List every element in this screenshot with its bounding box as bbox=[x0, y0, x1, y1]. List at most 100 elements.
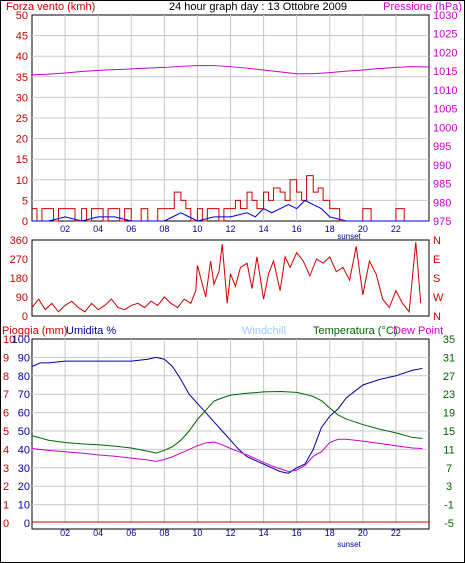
axes-layer: 0510152025303540455097598098599099510001… bbox=[3, 10, 457, 538]
wind-tick-label: 10 bbox=[16, 175, 28, 187]
rain-axis-label: Pioggia (mm) bbox=[2, 325, 67, 337]
x-tick-label: 10 bbox=[192, 224, 202, 234]
humidity-line bbox=[31, 356, 423, 474]
temperature-tick-label: 27 bbox=[443, 371, 455, 383]
windchill-label: Windchill bbox=[242, 325, 286, 337]
pressure-line bbox=[31, 65, 430, 76]
rain-tick-label: 6 bbox=[3, 408, 9, 420]
wind-axis-label: Forza vento (kmh) bbox=[6, 1, 95, 13]
x-tick-label: 16 bbox=[292, 224, 302, 234]
pressure-tick-label: 1010 bbox=[433, 85, 457, 97]
temperature-tick-label: 35 bbox=[443, 334, 455, 346]
series-layer bbox=[31, 65, 430, 523]
wind-tick-label: 40 bbox=[16, 51, 28, 63]
pressure-tick-label: 975 bbox=[433, 216, 451, 228]
rain-tick-label: 8 bbox=[3, 371, 9, 383]
pressure-tick-label: 1015 bbox=[433, 66, 457, 78]
humidity-tick-label: 30 bbox=[18, 463, 30, 475]
temperature-tick-label: 23 bbox=[443, 389, 455, 401]
temperature-tick-label: 7 bbox=[446, 463, 452, 475]
dewpoint-line bbox=[31, 438, 423, 472]
humidity-tick-label: 10 bbox=[18, 500, 30, 512]
x-tick-label: 14 bbox=[259, 528, 269, 538]
pressure-tick-label: 1005 bbox=[433, 104, 457, 116]
x-tick-label: 08 bbox=[159, 528, 169, 538]
humidity-tick-label: 40 bbox=[18, 444, 30, 456]
x-tick-label: 12 bbox=[225, 528, 235, 538]
sunset-label-top: sunset bbox=[337, 232, 361, 241]
x-tick-label: 14 bbox=[259, 224, 269, 234]
wind-tick-label: 0 bbox=[22, 216, 28, 228]
x-tick-label: 20 bbox=[358, 528, 368, 538]
dewpoint-label: Dew Point bbox=[393, 325, 443, 337]
x-tick-label: 22 bbox=[391, 528, 401, 538]
direction-tick-label: 90 bbox=[16, 292, 28, 304]
humidity-tick-label: 80 bbox=[18, 371, 30, 383]
x-tick-label: 10 bbox=[192, 528, 202, 538]
x-tick-label: 04 bbox=[93, 528, 103, 538]
compass-tick-label: E bbox=[433, 254, 440, 266]
x-tick-label: 06 bbox=[126, 224, 136, 234]
direction-tick-label: 0 bbox=[22, 311, 28, 323]
wind-direction-line bbox=[31, 242, 422, 314]
wind-tick-label: 30 bbox=[16, 92, 28, 104]
x-tick-label: 08 bbox=[159, 224, 169, 234]
wind-tick-label: 25 bbox=[16, 113, 28, 125]
humidity-tick-label: 90 bbox=[18, 352, 30, 364]
pressure-axis-label: Pressione (hPa) bbox=[383, 1, 462, 13]
x-tick-label: 04 bbox=[93, 224, 103, 234]
wind-tick-label: 15 bbox=[16, 154, 28, 166]
humidity-axis-label: Umidita % bbox=[66, 325, 116, 337]
wind-tick-label: 45 bbox=[16, 31, 28, 43]
x-tick-label: 18 bbox=[325, 224, 335, 234]
humidity-tick-label: 100 bbox=[12, 334, 30, 346]
rain-tick-label: 7 bbox=[3, 389, 9, 401]
humidity-tick-label: 50 bbox=[18, 426, 30, 438]
rain-tick-label: 3 bbox=[3, 463, 9, 475]
direction-tick-label: 180 bbox=[10, 273, 28, 285]
wind-speed-line bbox=[32, 175, 421, 222]
direction-tick-label: 360 bbox=[10, 235, 28, 247]
humidity-tick-label: 20 bbox=[18, 481, 30, 493]
wind-tick-label: 5 bbox=[22, 195, 28, 207]
x-tick-label: 22 bbox=[391, 224, 401, 234]
x-tick-label: 18 bbox=[325, 528, 335, 538]
pressure-tick-label: 1025 bbox=[433, 29, 457, 41]
chart-title: 24 hour graph day : 13 Ottobre 2009 bbox=[169, 1, 347, 13]
wind-tick-label: 50 bbox=[16, 10, 28, 22]
compass-tick-label: W bbox=[433, 292, 444, 304]
humidity-tick-label: 0 bbox=[24, 518, 30, 530]
rain-tick-label: 1 bbox=[3, 500, 9, 512]
temperature-tick-label: 31 bbox=[443, 352, 455, 364]
rain-tick-label: 0 bbox=[3, 518, 9, 530]
wind-tick-label: 35 bbox=[16, 72, 28, 84]
rain-tick-label: 9 bbox=[3, 352, 9, 364]
temperature-tick-label: 3 bbox=[446, 481, 452, 493]
x-tick-label: 12 bbox=[225, 224, 235, 234]
x-tick-label: 06 bbox=[126, 528, 136, 538]
pressure-tick-label: 980 bbox=[433, 197, 451, 209]
temperature-tick-label: -5 bbox=[444, 518, 454, 530]
grid-layer bbox=[32, 15, 429, 523]
humidity-tick-label: 60 bbox=[18, 408, 30, 420]
pressure-tick-label: 995 bbox=[433, 141, 451, 153]
x-tick-label: 02 bbox=[60, 528, 70, 538]
compass-tick-label: N bbox=[433, 311, 441, 323]
sunset-label-bottom: sunset bbox=[337, 540, 361, 549]
temperature-tick-label: 19 bbox=[443, 408, 455, 420]
wind-average-line bbox=[32, 199, 429, 222]
rain-tick-label: 2 bbox=[3, 481, 9, 493]
panel-wind-direction bbox=[31, 239, 430, 317]
compass-tick-label: N bbox=[433, 235, 441, 247]
rain-tick-label: 4 bbox=[3, 444, 9, 456]
temperature-tick-label: 15 bbox=[443, 426, 455, 438]
x-tick-label: 02 bbox=[60, 224, 70, 234]
temperature-tick-label: -1 bbox=[444, 500, 454, 512]
pressure-tick-label: 985 bbox=[433, 179, 451, 191]
direction-tick-label: 270 bbox=[10, 254, 28, 266]
humidity-tick-label: 70 bbox=[18, 389, 30, 401]
x-tick-label: 20 bbox=[358, 224, 368, 234]
temperature-line bbox=[31, 390, 423, 454]
